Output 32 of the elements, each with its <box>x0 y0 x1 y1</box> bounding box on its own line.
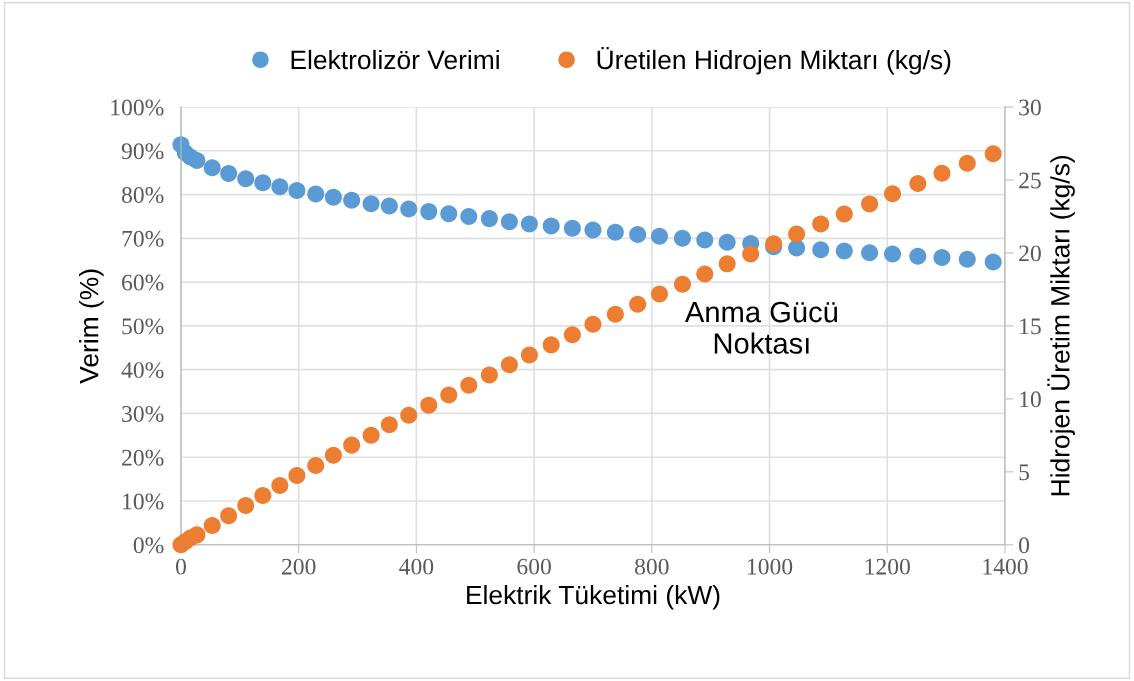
y-tick-label: 50% <box>122 318 164 335</box>
y-tick-label: 40% <box>121 362 164 379</box>
y2-tick-label: 5 <box>1019 464 1030 481</box>
x-tick-label: 400 <box>399 558 434 575</box>
y2-tick-label: 25 <box>1019 172 1041 189</box>
x-tick-label: 1000 <box>748 558 793 575</box>
y-tick-label: 90% <box>121 143 164 160</box>
x-tick-label: 800 <box>635 558 669 575</box>
legend-label: Elektrolizör Verimi <box>291 49 499 70</box>
y-axis-title: Verim (%) <box>79 269 104 384</box>
y-tick-label: 60% <box>122 274 164 291</box>
y2-tick-label: 10 <box>1020 391 1041 408</box>
x-tick-label: 600 <box>517 558 551 575</box>
y-tick-label: 70% <box>122 230 164 247</box>
x-tick-label: 0 <box>175 558 186 575</box>
y2-axis-title: Hidrojen Üretim Miktarı (kg/s) <box>1047 155 1075 496</box>
x-tick-label: 1400 <box>983 558 1028 575</box>
y-tick-label: 100% <box>111 99 164 116</box>
x-axis-title: Elektrik Tüketimi (kW) <box>467 584 720 610</box>
x-tick-label: 1200 <box>865 558 910 575</box>
annotation: Anma Gücü Noktası <box>684 301 838 354</box>
y-tick-label: 30% <box>122 405 164 422</box>
y-tick-label: 10% <box>123 493 164 510</box>
y2-tick-label: 30 <box>1019 99 1041 116</box>
y2-tick-label: 15 <box>1020 318 1041 335</box>
y-tick-label: 80% <box>121 187 164 204</box>
legend-label: Üretilen Hidrojen Miktarı (kg/s) <box>597 46 951 75</box>
y2-tick-label: 20 <box>1019 245 1041 262</box>
y-tick-label: 0% <box>133 537 164 554</box>
y-tick-label: 20% <box>122 449 164 466</box>
x-tick-label: 200 <box>282 558 316 575</box>
y2-tick-label: 0 <box>1019 537 1030 554</box>
